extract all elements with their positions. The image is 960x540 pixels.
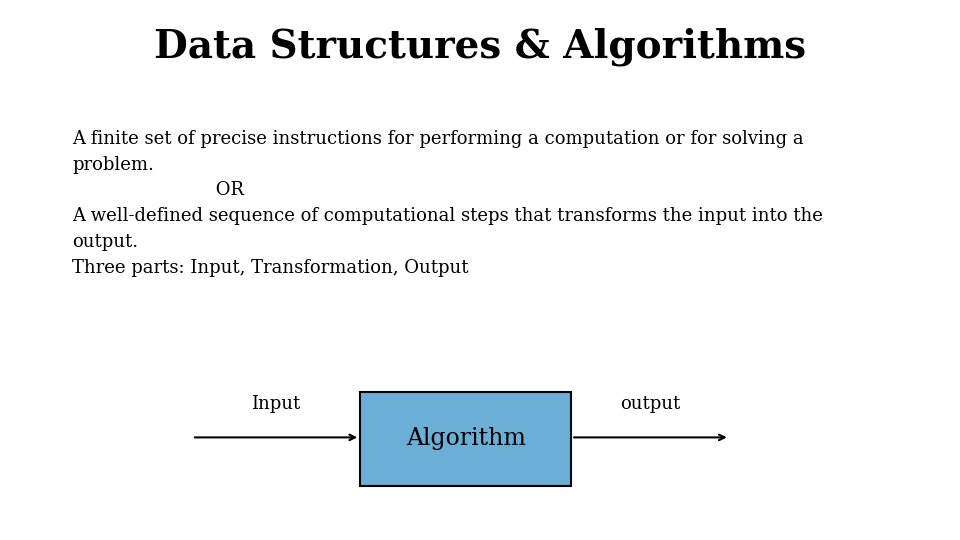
Text: output: output [620, 395, 681, 413]
Text: Data Structures & Algorithms: Data Structures & Algorithms [154, 27, 806, 65]
Text: OR: OR [72, 181, 244, 199]
Text: Input: Input [252, 395, 300, 413]
Text: A well-defined sequence of computational steps that transforms the input into th: A well-defined sequence of computational… [72, 207, 823, 225]
Text: output.: output. [72, 233, 138, 251]
FancyBboxPatch shape [360, 392, 571, 486]
Text: A finite set of precise instructions for performing a computation or for solving: A finite set of precise instructions for… [72, 130, 804, 147]
Text: problem.: problem. [72, 156, 154, 173]
Text: Three parts: Input, Transformation, Output: Three parts: Input, Transformation, Outp… [72, 259, 468, 277]
Text: Algorithm: Algorithm [406, 427, 525, 450]
